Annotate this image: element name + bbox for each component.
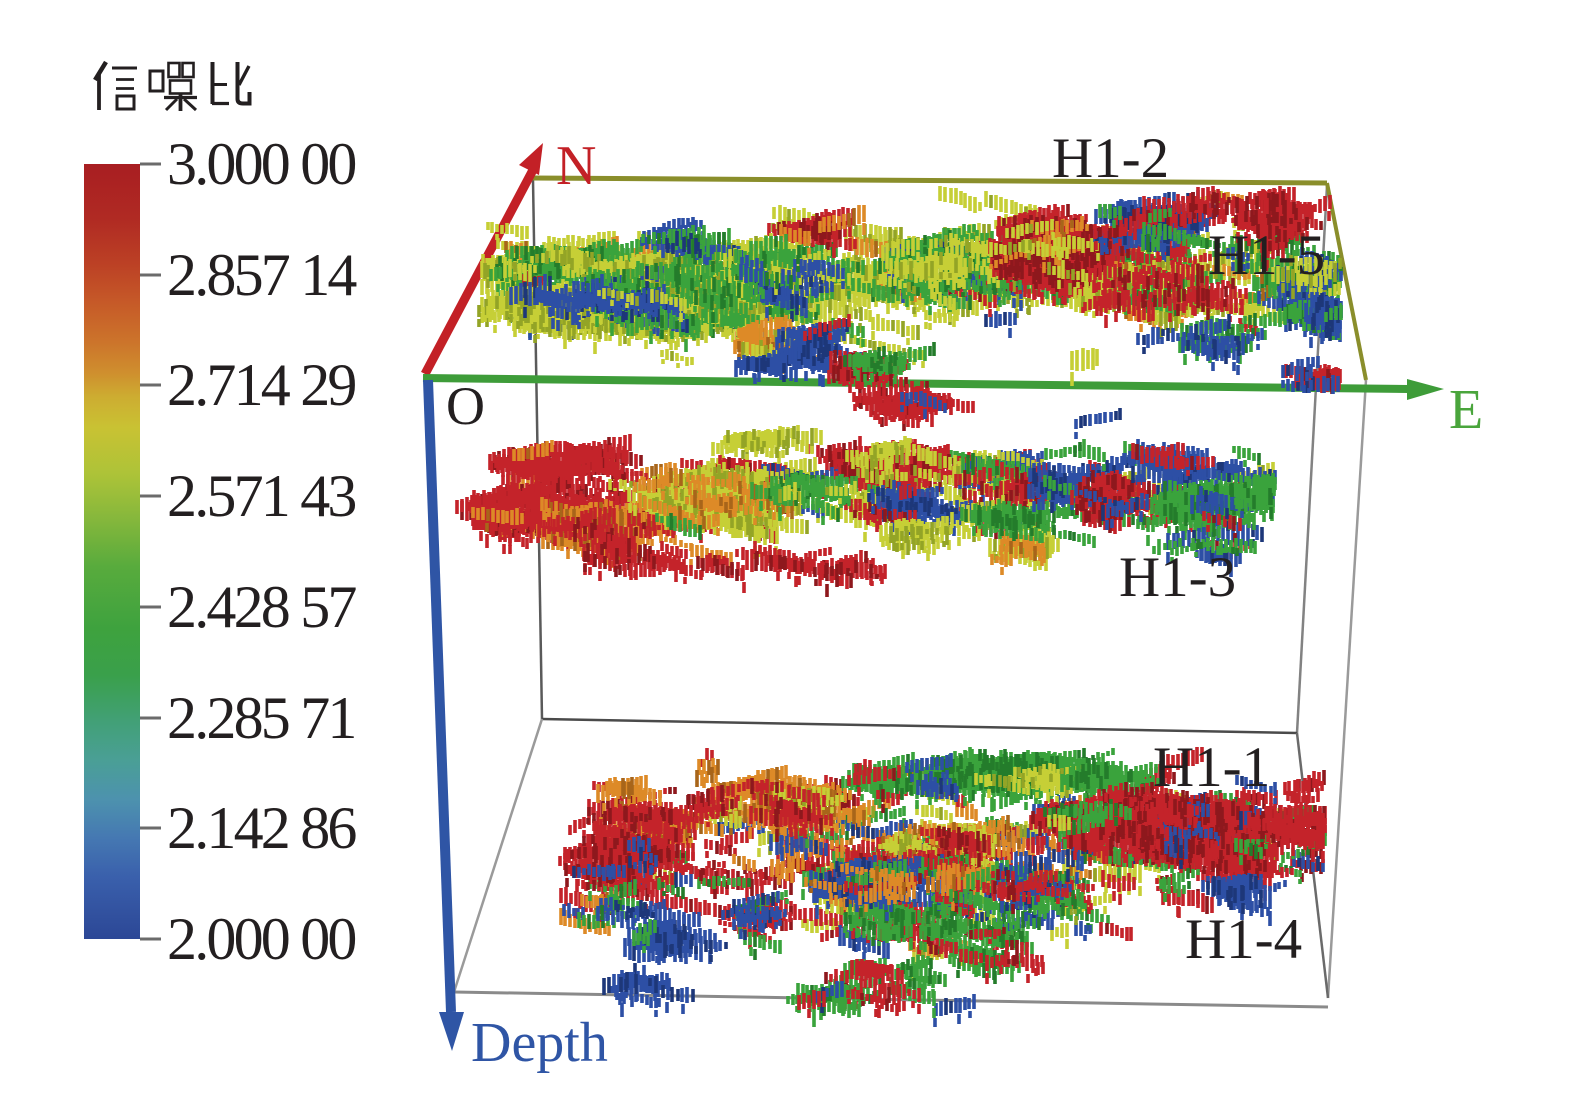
svg-text:N: N: [556, 135, 596, 197]
svg-text:2.428 57: 2.428 57: [167, 574, 356, 640]
svg-text:H1-5: H1-5: [1208, 224, 1325, 287]
svg-text:E: E: [1449, 379, 1483, 441]
svg-text:2.714 29: 2.714 29: [167, 352, 355, 418]
svg-text:3.000 00: 3.000 00: [167, 131, 355, 197]
svg-text:H1-2: H1-2: [1052, 127, 1169, 190]
svg-text:2.571 43: 2.571 43: [167, 463, 355, 529]
svg-text:2.142 86: 2.142 86: [167, 795, 356, 861]
svg-text:H1-3: H1-3: [1119, 546, 1236, 609]
svg-text:O: O: [446, 376, 485, 436]
svg-text:2.857 14: 2.857 14: [167, 242, 357, 308]
svg-text:2.285 71: 2.285 71: [167, 685, 355, 751]
svg-text:2.000 00: 2.000 00: [167, 906, 355, 972]
svg-text:H1-4: H1-4: [1185, 908, 1302, 971]
svg-text:H1-1: H1-1: [1153, 736, 1270, 799]
svg-text:Depth: Depth: [471, 1012, 608, 1074]
